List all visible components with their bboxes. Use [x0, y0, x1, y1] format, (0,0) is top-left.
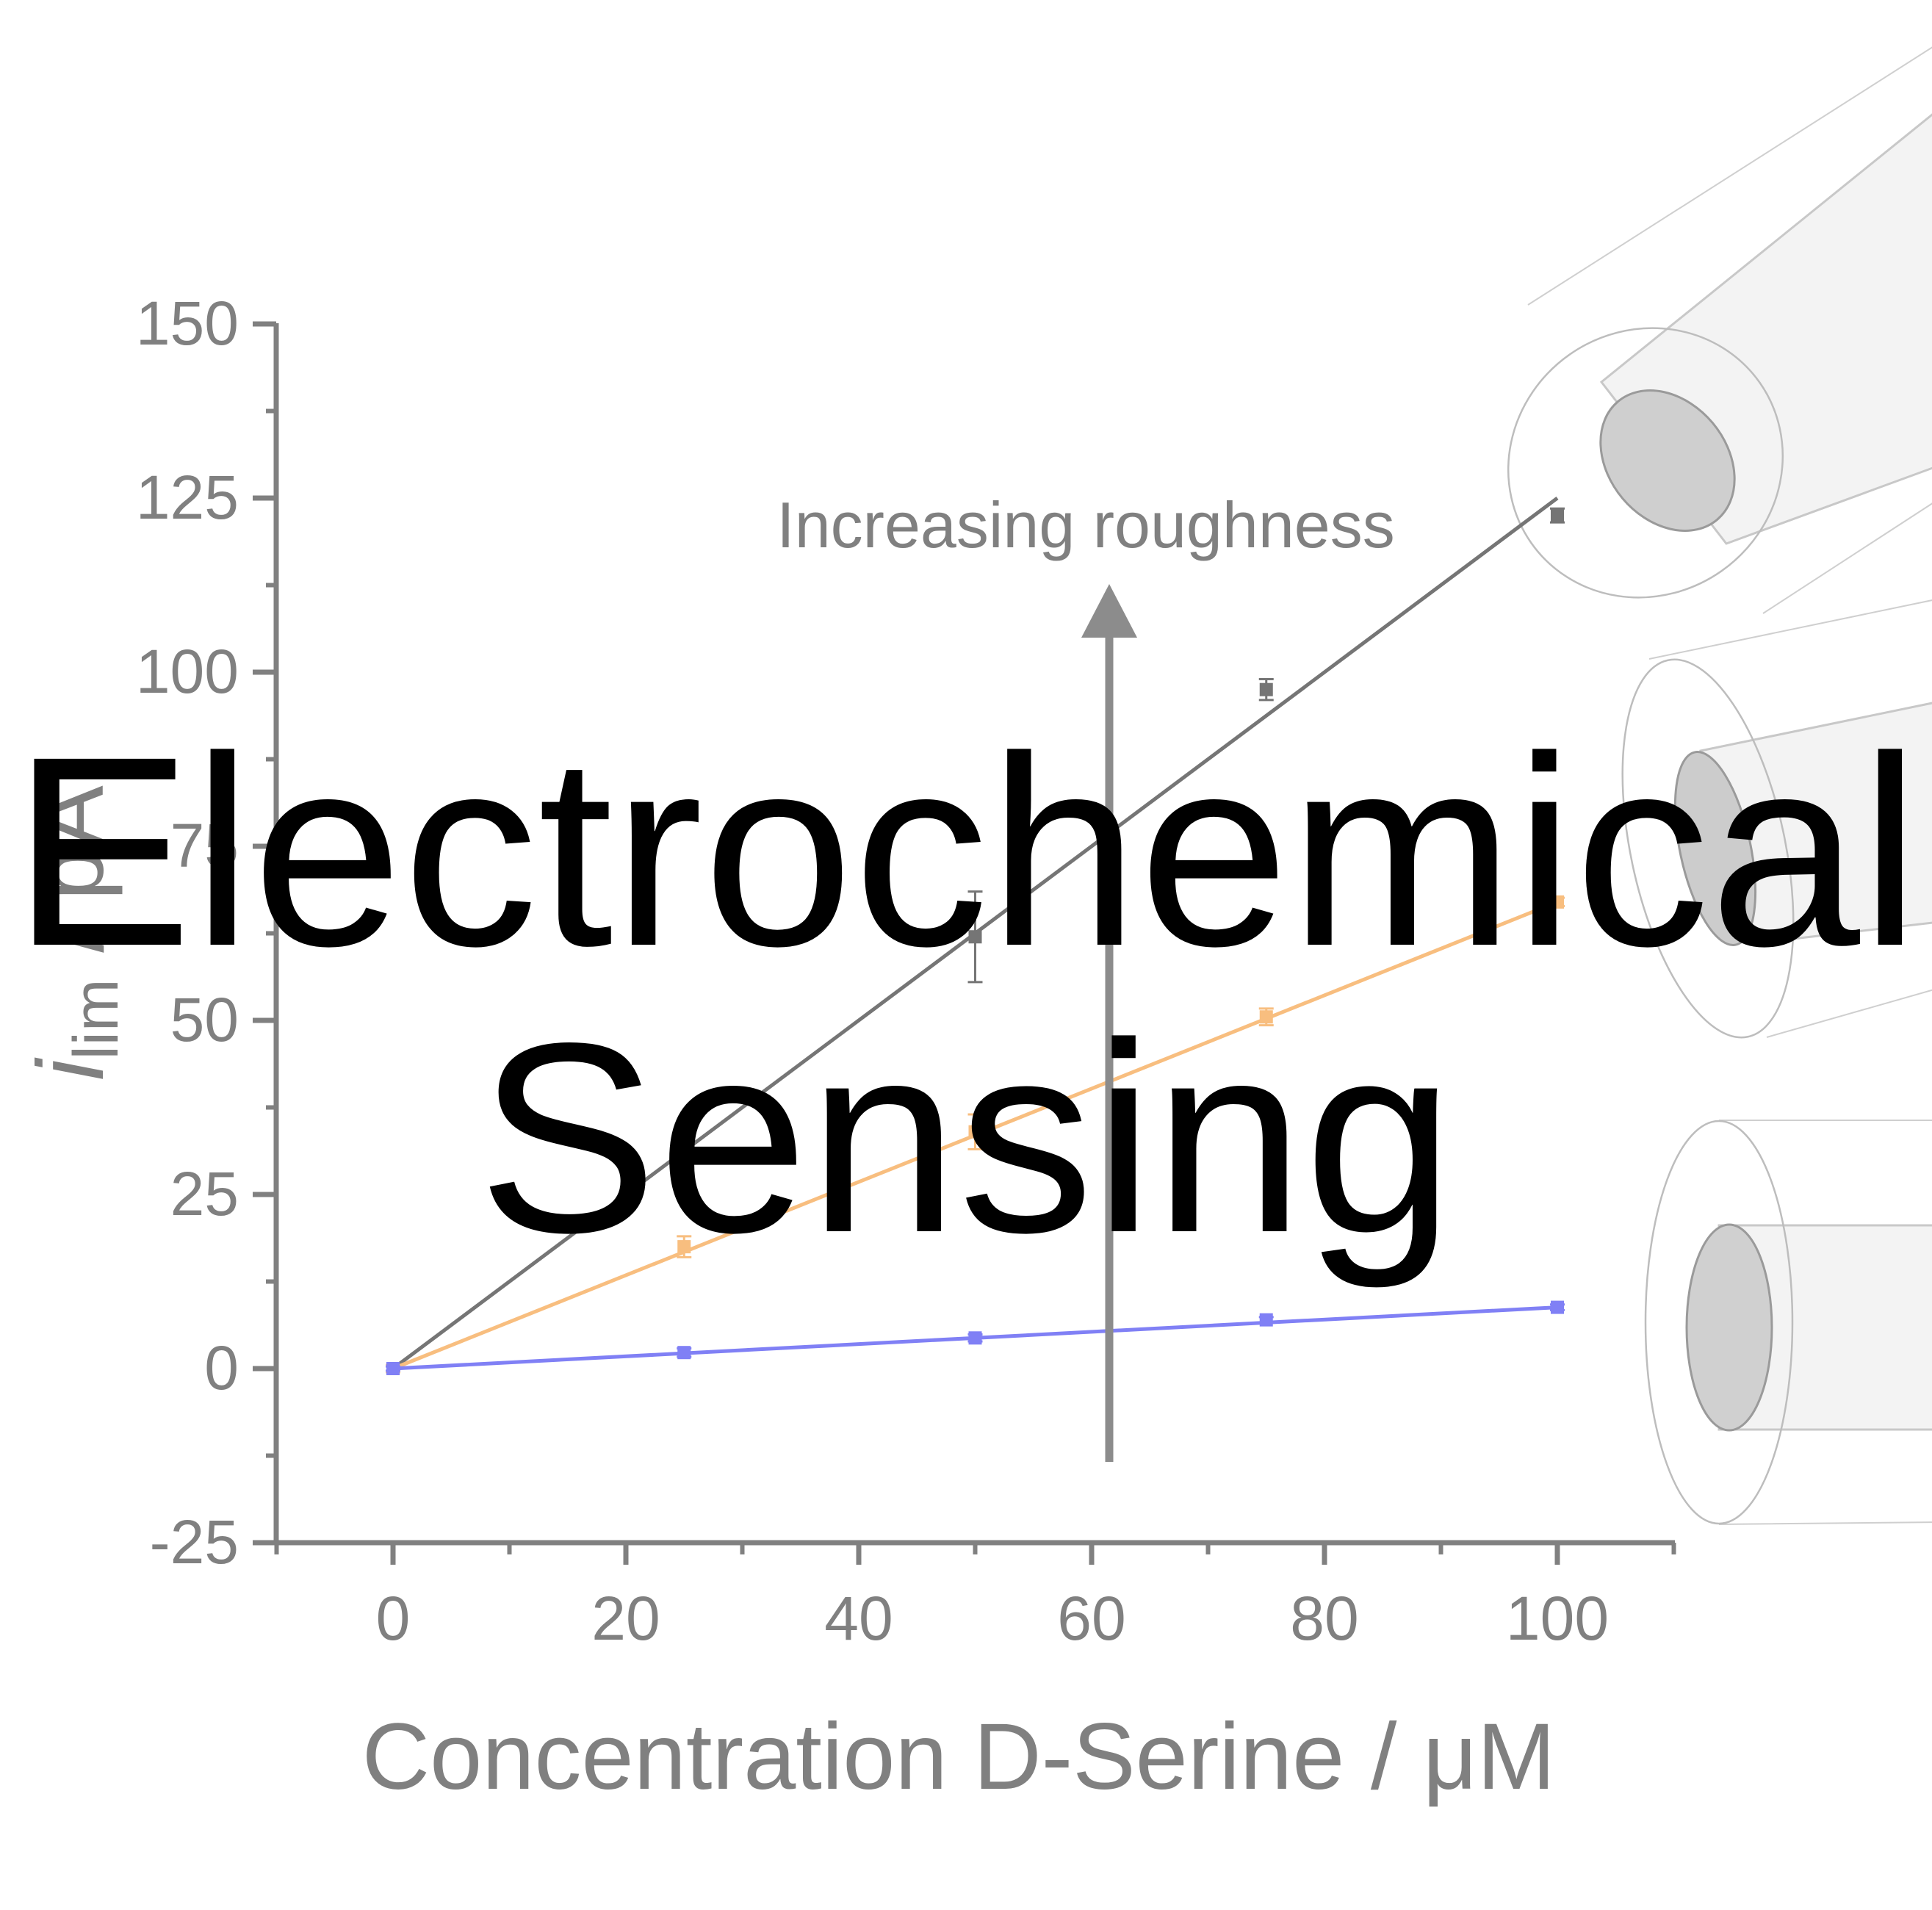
series-layer — [386, 496, 1565, 1375]
y-axis-label-sub: lim — [61, 979, 131, 1059]
data-point — [968, 1331, 982, 1345]
x-axis-label: Concentration D-Serine / μM — [362, 1704, 1556, 1809]
data-point — [677, 1132, 691, 1146]
y-axis-label: ilim / pA — [18, 785, 131, 1081]
electrode-rough-icon — [1507, 46, 1932, 614]
electrode-smooth-icon — [1644, 1120, 1932, 1525]
y-axis-label-unit: / pA — [18, 785, 123, 979]
series-2 — [386, 1300, 1565, 1375]
x-tick-label: 100 — [1506, 1584, 1609, 1653]
series-0 — [386, 496, 1565, 1375]
data-point — [1259, 1313, 1273, 1327]
data-point — [1259, 1010, 1273, 1024]
y-tick-label: 0 — [204, 1333, 239, 1402]
x-tick-label: 0 — [376, 1584, 411, 1653]
data-point — [677, 1346, 691, 1360]
y-tick-label: -25 — [150, 1507, 239, 1576]
data-point — [1551, 895, 1564, 909]
data-point — [968, 930, 982, 944]
data-point — [1259, 682, 1273, 696]
y-tick-label: 100 — [136, 637, 239, 706]
x-tick-label: 60 — [1057, 1584, 1125, 1653]
y-tick-label: 75 — [170, 811, 239, 880]
data-point — [677, 1240, 691, 1254]
y-tick-label: 125 — [136, 463, 239, 532]
svg-text:ilim / pA: ilim / pA — [18, 785, 131, 1081]
data-point — [1551, 1300, 1564, 1314]
data-point — [1551, 508, 1564, 522]
y-tick-label: 25 — [170, 1159, 239, 1228]
annotation-increasing-roughness: Increasing roughness — [776, 489, 1394, 561]
roughness-arrow — [1081, 584, 1137, 1462]
y-tick-label: 150 — [136, 289, 239, 358]
y-tick-label: 50 — [170, 985, 239, 1054]
y-axis-label-main: i — [18, 1057, 123, 1081]
data-point — [968, 1125, 982, 1139]
axes: -25 0 25 50 75 100 125 150 0 20 40 60 80 100 — [136, 289, 1676, 1653]
x-tick-label: 80 — [1290, 1584, 1358, 1653]
electrode-medium-icon — [1621, 599, 1932, 1039]
x-tick-label: 20 — [591, 1584, 660, 1653]
data-point — [386, 1362, 400, 1375]
x-tick-label: 40 — [824, 1584, 893, 1653]
